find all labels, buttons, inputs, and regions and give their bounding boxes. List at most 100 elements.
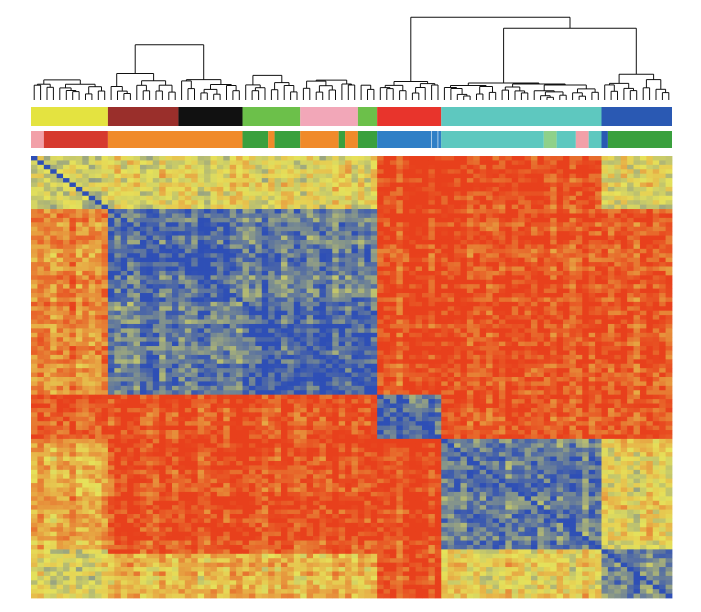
heatmap-cell	[210, 182, 218, 188]
heatmap-cell	[364, 293, 372, 298]
heatmap-cell	[402, 253, 410, 259]
heatmap-cell	[511, 173, 519, 179]
heatmap-cell	[415, 248, 423, 254]
heatmap-cell	[280, 297, 288, 303]
heatmap-cell	[524, 191, 532, 197]
heatmap-cell	[43, 359, 51, 365]
heatmap-cell	[646, 288, 654, 294]
heatmap-cell	[223, 253, 231, 259]
heatmap-cell	[434, 222, 442, 228]
heatmap-cell	[229, 332, 237, 338]
heatmap-cell	[588, 200, 596, 206]
heatmap-cell	[261, 217, 269, 223]
heatmap-cell	[505, 200, 513, 206]
heatmap-cell	[88, 160, 96, 166]
heatmap-cell	[524, 270, 532, 276]
heatmap-cell	[127, 301, 134, 307]
heatmap-cell	[441, 191, 449, 197]
heatmap-cell	[280, 204, 288, 210]
heatmap-cell	[261, 178, 269, 183]
heatmap-cell	[646, 222, 654, 228]
heatmap-cell	[627, 253, 634, 259]
heatmap-cell	[588, 186, 596, 192]
heatmap-cell	[287, 262, 295, 267]
heatmap-cell	[588, 182, 596, 188]
heatmap-cell	[75, 310, 83, 316]
heatmap-cell	[172, 164, 179, 170]
heatmap-cell	[665, 293, 673, 298]
heatmap-cell	[107, 195, 115, 201]
heatmap-cell	[139, 169, 147, 175]
heatmap-cell	[383, 169, 391, 175]
heatmap-cell	[646, 306, 654, 312]
heatmap-cell	[255, 186, 263, 192]
heatmap-cell	[652, 231, 660, 236]
heatmap-cell	[646, 350, 654, 356]
heatmap-cell	[300, 359, 308, 365]
heatmap-cell	[370, 231, 378, 236]
heatmap-cell	[95, 226, 102, 232]
heatmap-cell	[197, 310, 205, 316]
heatmap-cell	[505, 209, 513, 214]
heatmap-cell	[415, 257, 423, 263]
heatmap-cell	[377, 178, 384, 183]
heatmap-cell	[389, 279, 397, 285]
heatmap-cell	[357, 244, 365, 250]
heatmap-cell	[466, 350, 474, 356]
heatmap-cell	[31, 178, 38, 183]
heatmap-cell	[236, 270, 243, 276]
heatmap-cell	[261, 341, 269, 347]
heatmap-cell	[582, 239, 590, 245]
heatmap-cell	[627, 257, 634, 263]
heatmap-cell	[620, 346, 628, 351]
heatmap-cell	[107, 341, 115, 347]
heatmap-cell	[178, 354, 186, 360]
heatmap-cell	[652, 350, 660, 356]
heatmap-cell	[319, 319, 327, 325]
heatmap-cell	[191, 262, 199, 267]
heatmap-cell	[236, 222, 243, 228]
heatmap-cell	[50, 213, 58, 219]
heatmap-cell	[107, 328, 115, 334]
heatmap-cell	[287, 284, 295, 289]
heatmap-cell	[351, 262, 359, 267]
heatmap-cell	[486, 284, 493, 289]
heatmap-cell	[101, 169, 109, 175]
heatmap-cell	[454, 204, 461, 210]
heatmap-cell	[588, 288, 596, 294]
heatmap-cell	[601, 191, 609, 197]
heatmap-cell	[620, 350, 628, 356]
heatmap-cell	[184, 328, 192, 334]
heatmap-cell	[159, 354, 167, 360]
heatmap-cell	[223, 191, 231, 197]
heatmap-cell	[409, 209, 416, 214]
heatmap-cell	[159, 346, 167, 351]
heatmap-cell	[652, 275, 660, 281]
heatmap-cell	[120, 178, 128, 183]
heatmap-cell	[300, 293, 308, 298]
heatmap-cell	[107, 178, 115, 183]
heatmap-cell	[75, 262, 83, 267]
heatmap-cell	[441, 244, 449, 250]
heatmap-cell	[216, 270, 224, 276]
heatmap-cell	[595, 248, 602, 254]
heatmap-cell	[332, 231, 340, 236]
heatmap-cell	[63, 217, 70, 223]
heatmap-cell	[422, 266, 429, 272]
heatmap-cell	[101, 319, 109, 325]
heatmap-cell	[50, 293, 58, 298]
heatmap-cell	[556, 319, 564, 325]
heatmap-cell	[63, 244, 70, 250]
heatmap-cell	[37, 226, 45, 232]
heatmap-cell	[133, 186, 141, 192]
heatmap-cell	[569, 266, 577, 272]
heatmap-cell	[255, 262, 263, 267]
heatmap-cell	[101, 301, 109, 307]
heatmap-cell	[639, 275, 647, 281]
heatmap-cell	[63, 279, 70, 285]
heatmap-cell	[178, 182, 186, 188]
heatmap-cell	[50, 266, 58, 272]
heatmap-cell	[274, 270, 282, 276]
heatmap-cell	[210, 169, 218, 175]
heatmap-cell	[665, 306, 673, 312]
